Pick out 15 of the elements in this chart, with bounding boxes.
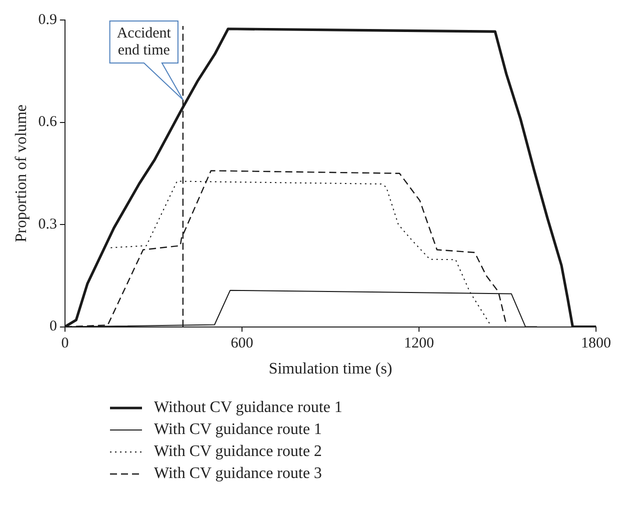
x-tick-label: 1800 [581,336,611,352]
legend-label: With CV guidance route 2 [154,442,322,462]
legend-label: With CV guidance route 1 [154,420,322,440]
ref-line-label: Accident end time [116,25,172,58]
x-tick-label: 1200 [404,336,434,352]
y-tick-label: 0.6 [38,114,58,130]
y-tick-label: 0.9 [38,12,57,28]
legend-label: With CV guidance route 3 [154,464,322,484]
y-tick-label: 0.3 [38,216,57,232]
y-tick-label: 0 [49,318,57,335]
legend-label: Without CV guidance route 1 [154,398,342,418]
x-axis-title: Simulation time (s) [268,360,392,378]
y-axis-title: Proportion of volume [12,104,30,242]
x-tick-label: 0 [61,336,69,352]
x-tick-label: 600 [230,336,254,352]
